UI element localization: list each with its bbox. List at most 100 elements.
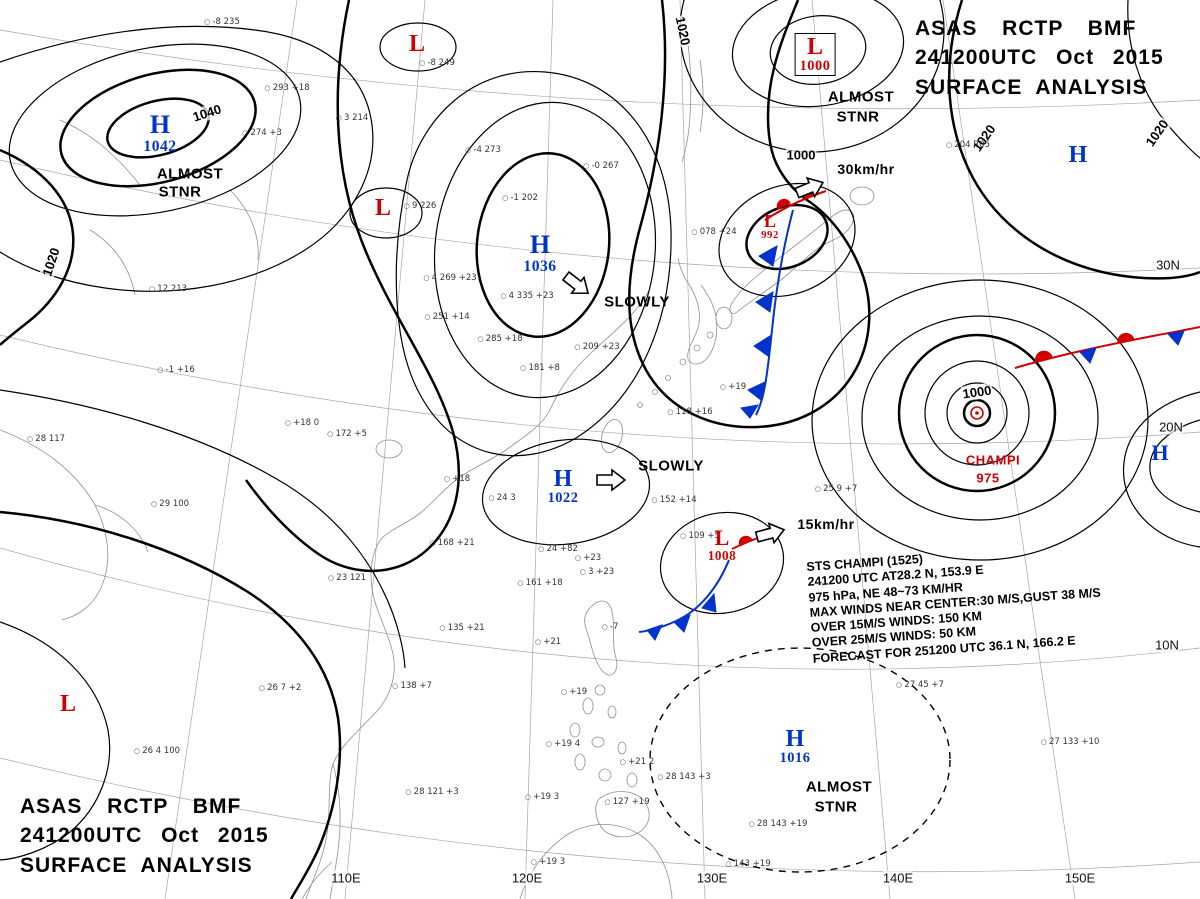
coordinate-label: 30N (1156, 257, 1180, 273)
pressure-center-high: H (1068, 142, 1088, 168)
movement-arrow-icon (794, 176, 825, 199)
station-plot: +23 (575, 553, 601, 563)
annotation: 30km/hr (837, 161, 895, 177)
annotation: STNR (814, 798, 858, 816)
pressure-symbol: L (806, 34, 823, 60)
pressure-symbol: H (149, 110, 171, 139)
pressure-value: 1042 (143, 137, 177, 155)
annotation: 15km/hr (797, 516, 855, 532)
station-plot: 127 +19 (604, 797, 650, 807)
station-plot: 135 +21 (439, 623, 485, 633)
station-plot: -7 (602, 622, 618, 632)
coordinate-label: 130E (696, 870, 728, 886)
stationary-front-east (1014, 326, 1200, 369)
station-plot: -8 249 (419, 58, 454, 68)
station-plot: +21 2 (620, 757, 654, 767)
product-datetime: 241200UTC Oct 2015 (20, 824, 269, 848)
pressure-center-high: H 1022 (548, 467, 579, 506)
pressure-symbol: H (1151, 440, 1169, 465)
isobar-label: 1020 (39, 244, 63, 280)
station-plot: -1 202 (502, 193, 537, 203)
annotation: CHAMPI (965, 452, 1021, 468)
isobar-label: 1000 (785, 147, 817, 163)
pressure-center-low: L 1008 (707, 525, 737, 564)
station-plot: +18 (444, 474, 470, 484)
station-plot: 3 +23 (580, 567, 614, 577)
movement-arrow-icon (754, 522, 786, 545)
station-plot: 28 121 +3 (405, 787, 459, 797)
station-plot: 204 R05 (946, 140, 990, 150)
annotation: ALMOST (827, 88, 895, 106)
station-plot: 274 +3 (242, 128, 281, 138)
pressure-value: 1016 (779, 750, 811, 767)
station-plot: 143 +19 (725, 859, 771, 869)
typhoon-icon (970, 406, 984, 420)
coordinate-label: 150E (1064, 870, 1096, 886)
annotation: ALMOST (156, 165, 224, 183)
movement-arrow-icon (561, 270, 590, 295)
pressure-center-high: H (1151, 440, 1169, 465)
pressure-symbol: H (785, 726, 805, 752)
annotation: SLOWLY (638, 457, 704, 475)
station-plot: -4 273 (465, 145, 500, 155)
isobar-label: 1000 (960, 382, 994, 402)
pressure-value: 992 (761, 229, 779, 242)
pressure-value: 1036 (523, 257, 557, 275)
coordinate-label: 20N (1159, 419, 1183, 435)
station-plot: +19 (720, 382, 746, 392)
station-plot: 28 143 +19 (749, 819, 807, 829)
station-plot: 23 121 (328, 573, 366, 583)
isobar-label: 1020 (672, 14, 694, 48)
pressure-center-low: L (408, 31, 426, 57)
title-block-top-right: ASAS RCTP BMF 241200UTC Oct 2015 SURFACE… (915, 14, 1164, 102)
station-plot: +21 (535, 637, 561, 647)
isobar-label: 1020 (1141, 116, 1173, 150)
pressure-center-high: H 1036 (523, 231, 557, 275)
station-plot: 28 143 +3 (657, 772, 711, 782)
pressure-value: 1008 (707, 548, 737, 564)
station-plot: +19 3 (531, 857, 565, 867)
coordinate-label: 140E (882, 870, 914, 886)
annotation: STNR (836, 108, 880, 126)
station-plot: -8 235 (204, 17, 239, 27)
product-datetime: 241200UTC Oct 2015 (915, 46, 1164, 70)
station-plot: 118 +16 (667, 407, 713, 417)
station-plot: 27 133 +10 (1041, 737, 1099, 747)
coordinate-label: 120E (511, 870, 543, 886)
station-plot: 285 +18 (477, 334, 523, 344)
station-plot: 28 117 (27, 434, 65, 444)
pressure-symbol: L (374, 195, 392, 221)
annotation: ALMOST (805, 778, 873, 796)
coastlines (0, 29, 875, 899)
pressure-symbol: L (59, 691, 77, 717)
warm-front-l992 (764, 190, 827, 221)
station-plot: 161 +18 (517, 578, 563, 588)
pressure-center-low: L 992 (761, 212, 779, 241)
station-plot: -0 267 (583, 161, 618, 171)
product-type: SURFACE ANALYSIS (20, 853, 253, 877)
station-plot: 3 214 (336, 113, 368, 123)
station-plot: +19 3 (525, 792, 559, 802)
pressure-symbol: L (714, 525, 730, 550)
pressure-value: 1000 (799, 58, 831, 75)
isobar-label: 1040 (189, 101, 225, 125)
station-plot: 4 269 +23 (423, 273, 477, 283)
station-plot: 152 +14 (651, 495, 697, 505)
station-plot: 26 4 100 (134, 746, 180, 756)
coordinate-label: 10N (1155, 637, 1179, 653)
station-plot: +18 0 (285, 418, 319, 428)
pressure-value: 1022 (547, 490, 579, 507)
station-plot: 168 +21 (429, 538, 475, 548)
pressure-symbol: L (408, 31, 426, 57)
station-plot: 4 335 +23 (500, 291, 554, 301)
pressure-center-high: H 1042 (143, 110, 177, 155)
station-plot: +19 4 (546, 739, 580, 749)
product-name: ASAS RCTP BMF (20, 795, 242, 818)
pressure-symbol: H (553, 466, 573, 492)
pressure-symbol: H (1068, 142, 1088, 168)
movement-arrow-icon (596, 468, 627, 492)
station-plot: 12 213 (149, 284, 187, 294)
station-plot: 209 +23 (574, 342, 620, 352)
